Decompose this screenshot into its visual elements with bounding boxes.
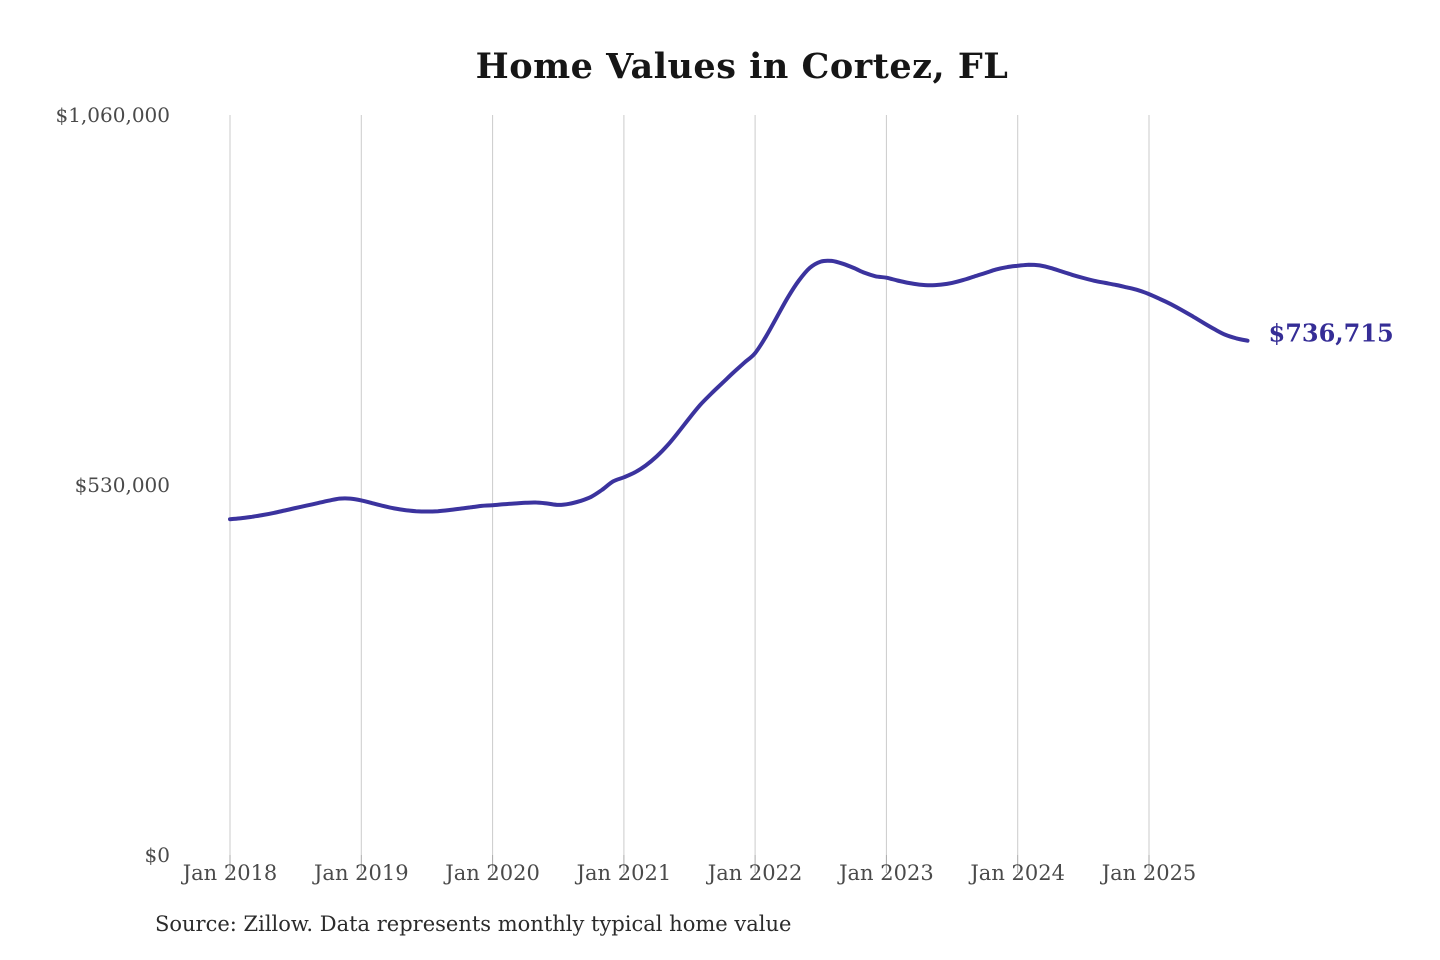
x-tick-label: Jan 2021: [575, 861, 672, 885]
home-value-series-line: [228, 258, 1250, 522]
x-tick-label: Jan 2023: [837, 861, 934, 885]
x-tick-label: Jan 2020: [443, 861, 540, 885]
x-tick-label: Jan 2018: [181, 861, 278, 885]
current-value-label: $736,715: [1269, 319, 1394, 348]
y-tick-label: $1,060,000: [55, 103, 170, 127]
y-tick-label: $0: [145, 843, 170, 867]
x-tick-label: Jan 2025: [1100, 861, 1197, 885]
chart-title: Home Values in Cortez, FL: [475, 46, 1009, 87]
source-note: Source: Zillow. Data represents monthly …: [155, 912, 792, 936]
x-tick-label: Jan 2019: [312, 861, 409, 885]
x-tick-label: Jan 2022: [706, 861, 803, 885]
x-tick-label: Jan 2024: [968, 861, 1065, 885]
y-tick-label: $530,000: [75, 473, 170, 497]
